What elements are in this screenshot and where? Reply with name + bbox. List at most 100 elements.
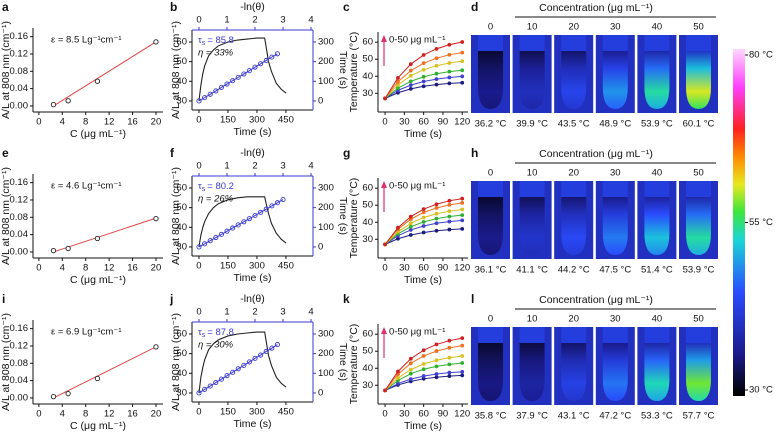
tick-label: 16 — [127, 409, 138, 420]
tick-label: 12 — [104, 409, 115, 420]
data-point — [235, 74, 241, 80]
thermal-title: Concentration (μg mL⁻¹) — [539, 294, 653, 306]
value-label: 43.5 °C — [558, 119, 590, 130]
tube-top — [561, 327, 587, 343]
tick-label: 8 — [83, 263, 88, 274]
data-point — [434, 56, 439, 61]
tick-label: 20 — [151, 409, 162, 420]
data-point — [50, 393, 57, 400]
tube-top — [644, 327, 670, 343]
value-label: 60.1 °C — [683, 119, 715, 130]
category-label: 10 — [527, 22, 538, 33]
thermal-tube — [478, 343, 503, 401]
tick-label: 0 — [196, 407, 201, 418]
axis-title: Time (s) — [233, 272, 271, 284]
data-point — [434, 206, 439, 210]
tube-top — [478, 327, 503, 343]
tick-label: 40 — [176, 222, 187, 233]
data-point — [408, 221, 413, 226]
thermal-title: Concentration (μg mL⁻¹) — [539, 148, 653, 160]
data-point — [224, 373, 230, 379]
data-point — [434, 342, 439, 347]
tick-label: 300 — [249, 115, 265, 126]
value-label: 36.2 °C — [475, 119, 507, 130]
data-point — [447, 374, 452, 378]
category-label: 30 — [610, 168, 621, 179]
tick-label: 0 — [36, 117, 41, 128]
data-point — [218, 231, 224, 237]
data-point — [460, 361, 465, 365]
value-label: 41.1 °C — [516, 265, 548, 276]
tick-label: 30 — [362, 380, 373, 391]
annotation: ε = 6.9 Lg⁻¹cm⁻¹ — [51, 327, 122, 338]
tick-label: 30 — [362, 88, 373, 99]
annotation: 0-50 μg mL⁻¹ — [389, 181, 445, 192]
annotation: ε = 4.6 Lg⁻¹cm⁻¹ — [51, 181, 122, 192]
axis-title: Time (s) — [404, 274, 442, 286]
data-point — [434, 216, 439, 221]
data-point — [434, 349, 439, 353]
tick-label: 450 — [278, 115, 294, 126]
tick-label: 16 — [127, 263, 138, 274]
value-label: 53.9 °C — [683, 265, 715, 276]
data-point — [460, 50, 465, 55]
tube-top — [602, 35, 628, 51]
tick-label: 40 — [362, 71, 373, 82]
data-point — [421, 362, 426, 366]
data-point — [50, 247, 57, 254]
data-point — [434, 77, 439, 82]
axis-title: A/L at 808 nm (cm⁻¹) — [0, 167, 12, 265]
tick-label: 0.08 — [10, 212, 29, 223]
tick-label: 3 — [280, 161, 285, 172]
panel-letter: c — [343, 0, 350, 14]
data-point — [408, 228, 413, 232]
fit-line — [198, 53, 278, 102]
data-point — [408, 83, 413, 88]
tick-label: 40 — [176, 368, 187, 379]
data-point — [421, 84, 426, 89]
data-point — [447, 370, 452, 375]
category-label: 0 — [488, 22, 493, 33]
data-point — [434, 211, 439, 216]
data-point — [94, 235, 101, 242]
data-point — [269, 345, 275, 351]
annotation: η = 26% — [198, 194, 234, 205]
category-label: 30 — [610, 22, 621, 33]
tick-label: 0.12 — [10, 194, 29, 205]
data-point — [269, 54, 275, 60]
tick-label: 2 — [252, 161, 257, 172]
thermal-tube — [644, 343, 670, 401]
colorbar — [733, 49, 745, 396]
tick-label: 80 °C — [749, 50, 773, 61]
tick-label: 50 — [176, 348, 187, 359]
category-label: 50 — [693, 314, 704, 325]
data-point — [434, 375, 439, 380]
data-point — [396, 76, 400, 80]
tick-label: 300 — [249, 261, 265, 272]
data-point — [460, 68, 465, 73]
data-point — [280, 197, 286, 203]
tick-label: 4 — [308, 15, 313, 26]
thermal-tube — [478, 51, 503, 109]
data-point — [460, 369, 465, 374]
data-point — [235, 222, 241, 228]
tube-top — [644, 181, 670, 197]
data-point — [434, 63, 439, 68]
thermal-tube — [644, 197, 670, 255]
data-point — [421, 220, 426, 224]
panel-letter: a — [2, 0, 9, 14]
data-point — [396, 236, 400, 241]
fit-line — [53, 217, 157, 253]
data-point — [213, 88, 219, 94]
tick-label: 50 — [362, 54, 373, 65]
category-label: 20 — [568, 168, 579, 179]
tick-label: 0 — [382, 117, 387, 128]
data-point — [408, 361, 413, 366]
tube-top — [478, 35, 503, 51]
tick-label: 4 — [308, 161, 313, 172]
axis-title: Time (s) — [404, 420, 442, 432]
annotation: 0-50 μg mL⁻¹ — [389, 35, 445, 46]
data-point — [421, 230, 426, 235]
tick-label: 60 — [418, 409, 429, 420]
